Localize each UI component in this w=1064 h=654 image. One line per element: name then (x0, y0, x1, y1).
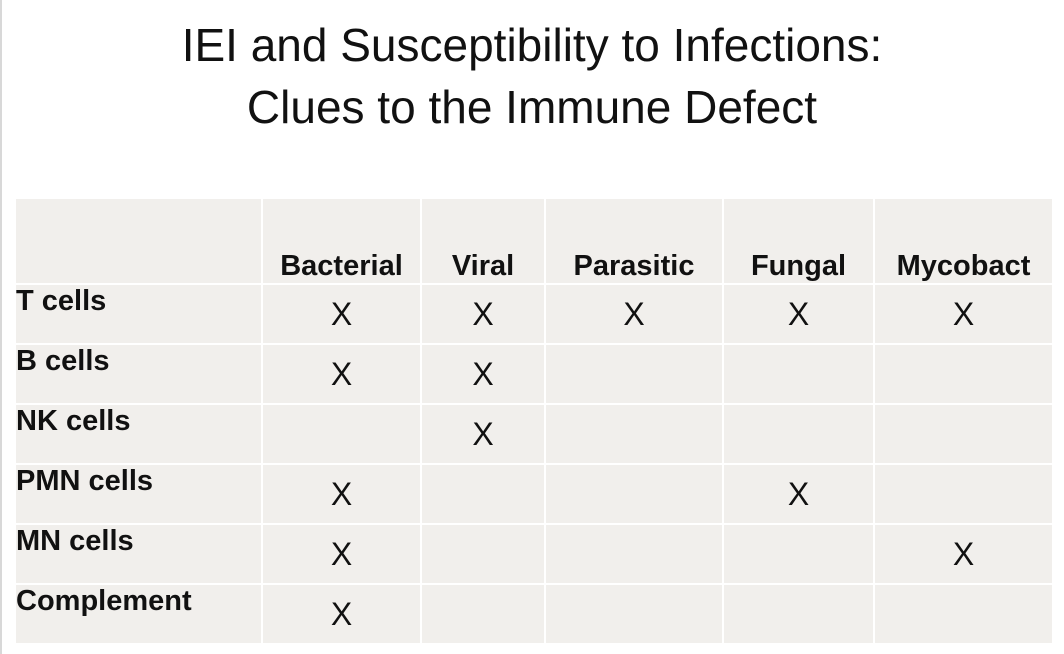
table-row: T cells X X X X X (14, 283, 1054, 345)
header-viral: Viral (420, 197, 546, 285)
table-cell (420, 523, 546, 585)
table-cell: X (420, 403, 546, 465)
row-label: B cells (14, 343, 263, 405)
table-cell (873, 403, 1054, 465)
row-label: T cells (14, 283, 263, 345)
header-corner-cell (14, 197, 263, 285)
table-cell: X (722, 463, 875, 525)
table-cell: X (873, 283, 1054, 345)
table-cell (420, 463, 546, 525)
table-row: B cells X X (14, 343, 1054, 405)
table-cell: X (261, 343, 422, 405)
row-label: MN cells (14, 523, 263, 585)
table-cell (873, 583, 1054, 645)
slide-left-border (0, 0, 2, 654)
title-line-2: Clues to the Immune Defect (246, 81, 818, 133)
row-label: NK cells (14, 403, 263, 465)
table-cell (544, 403, 724, 465)
table-row: PMN cells X X (14, 463, 1054, 525)
table-cell (722, 583, 875, 645)
table-cell (544, 583, 724, 645)
table-cell (544, 463, 724, 525)
table-cell (544, 343, 724, 405)
slide-title: IEI and Susceptibility to Infections: Cl… (0, 14, 1064, 138)
table-row: MN cells X X (14, 523, 1054, 585)
table-row: Complement X (14, 583, 1054, 645)
table-row: NK cells X (14, 403, 1054, 465)
table-cell: X (420, 343, 546, 405)
table-cell: X (722, 283, 875, 345)
table-cell (873, 463, 1054, 525)
infection-susceptibility-table: Bacterial Viral Parasitic Fungal Mycobac… (14, 197, 1054, 645)
header-bacterial: Bacterial (261, 197, 422, 285)
row-label: Complement (14, 583, 263, 645)
table-cell (261, 403, 422, 465)
header-mycobact: Mycobact (873, 197, 1054, 285)
table-cell: X (261, 583, 422, 645)
table-header-row: Bacterial Viral Parasitic Fungal Mycobac… (14, 197, 1054, 285)
table-cell (722, 403, 875, 465)
table-cell (420, 583, 546, 645)
table-cell (873, 343, 1054, 405)
table-cell: X (420, 283, 546, 345)
table-cell (722, 343, 875, 405)
table-cell: X (261, 463, 422, 525)
title-line-1: IEI and Susceptibility to Infections: (181, 19, 883, 71)
table-cell: X (261, 523, 422, 585)
header-fungal: Fungal (722, 197, 875, 285)
table-cell: X (544, 283, 724, 345)
header-parasitic: Parasitic (544, 197, 724, 285)
table-cell: X (873, 523, 1054, 585)
table-cell (544, 523, 724, 585)
table-cell (722, 523, 875, 585)
table-cell: X (261, 283, 422, 345)
row-label: PMN cells (14, 463, 263, 525)
